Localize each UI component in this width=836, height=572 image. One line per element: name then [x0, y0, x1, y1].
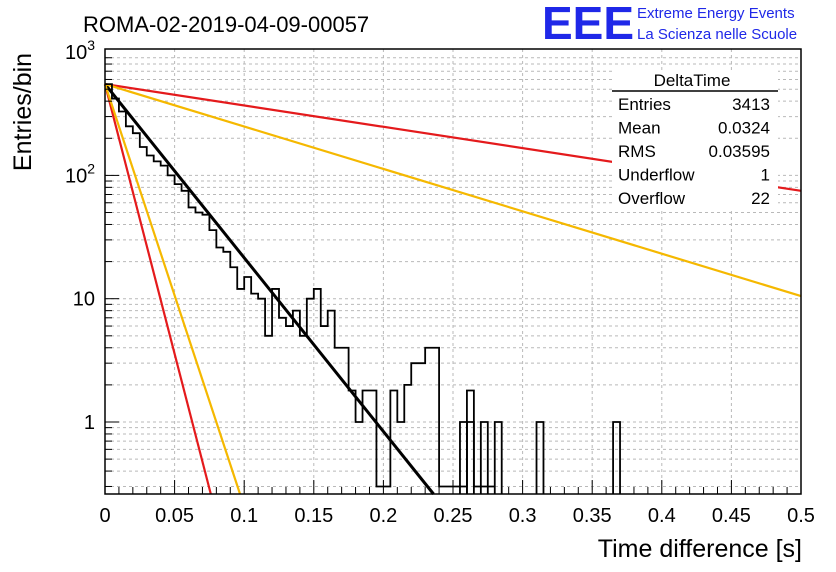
x-tick-label: 0.5 [787, 505, 815, 527]
y-tick-label: 103 [65, 37, 95, 64]
x-tick-label: 0.15 [294, 505, 333, 527]
x-tick-label: 0.2 [369, 505, 397, 527]
axis-ticks: 0 0.05 0.1 0.15 0.2 0.25 0.3 0.35 0.4 0.45 0.5 1 10 1… [65, 37, 815, 527]
histogram [105, 83, 621, 494]
stats-title: DeltaTime [654, 71, 731, 90]
x-axis-label: Time difference [s] [598, 535, 802, 563]
stats-label-overflow: Overflow [618, 189, 686, 208]
stats-value-overflow: 22 [751, 189, 770, 208]
histogram-bin-4 [535, 421, 545, 494]
stats-label-mean: Mean [618, 119, 661, 138]
histogram-bin-3 [493, 421, 503, 494]
y-tick-label: 1 [84, 412, 95, 434]
histogram-bin-1 [466, 389, 475, 494]
stats-box-bg [612, 70, 778, 210]
x-tick-label: 0.45 [712, 505, 751, 527]
y-tick-label: 10 [73, 289, 95, 311]
chart-title: ROMA-02-2019-04-09-00057 [83, 12, 369, 37]
histogram-bin-2 [479, 421, 489, 494]
fit-line-3 [103, 83, 212, 495]
x-tick-label: 0.35 [573, 505, 612, 527]
logo-mark: EEE [542, 0, 634, 49]
stats-value-rms: 0.03595 [709, 142, 770, 161]
stats-label-entries: Entries [618, 95, 671, 114]
stats-label-rms: RMS [618, 142, 656, 161]
grid-layer [105, 49, 801, 494]
stats-value-mean: 0.0324 [718, 119, 770, 138]
y-tick-label: 102 [65, 160, 95, 187]
y-axis-label: Entries/bin [9, 53, 37, 171]
x-tick-label: 0.1 [230, 505, 258, 527]
x-tick-label: 0.3 [509, 505, 537, 527]
logo-line1: Extreme Energy Events [637, 5, 795, 22]
histogram-bin-5 [612, 421, 621, 494]
eee-logo: EEE Extreme Energy Events La Scienza nel… [542, 0, 797, 49]
x-tick-label: 0 [99, 505, 110, 527]
fit-line-4 [103, 83, 242, 495]
stats-value-entries: 3413 [732, 95, 770, 114]
stats-label-underflow: Underflow [618, 166, 695, 185]
fit-line-2 [104, 83, 802, 298]
histogram-bin-0 [459, 421, 468, 494]
x-tick-label: 0.05 [155, 505, 194, 527]
logo-line2: La Scienza nelle Scuole [637, 26, 797, 43]
x-tick-label: 0.25 [434, 505, 473, 527]
x-tick-label: 0.4 [648, 505, 676, 527]
stats-box: DeltaTime Entries 3413 Mean 0.0324 RMS 0.0359… [612, 70, 778, 210]
stats-value-underflow: 1 [761, 166, 770, 185]
histogram-outline [105, 83, 495, 488]
fit-line-0 [103, 83, 435, 495]
